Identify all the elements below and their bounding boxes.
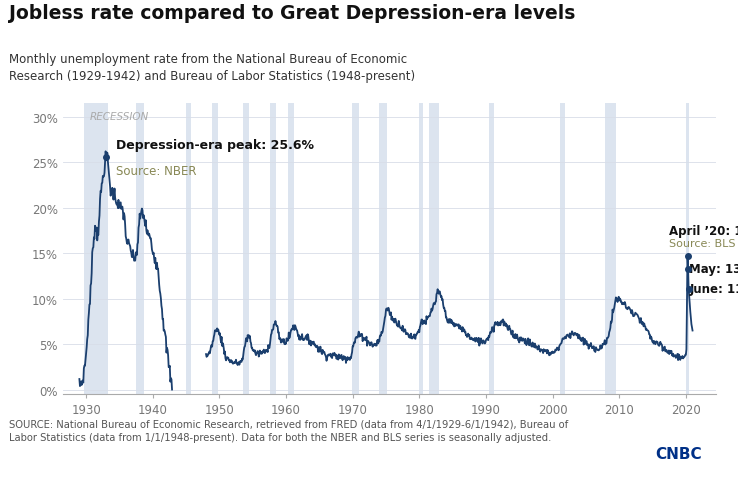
Text: Jobless rate compared to Great Depression-era levels: Jobless rate compared to Great Depressio… [9,4,575,23]
Bar [84,104,108,394]
Text: SOURCE: National Bureau of Economic Research, retrieved from FRED (data from 4/1: SOURCE: National Bureau of Economic Rese… [9,419,568,442]
Bar [352,104,359,394]
Bar [560,104,565,394]
Bar [379,104,387,394]
Text: Source: NBER: Source: NBER [116,165,196,178]
Text: Monthly unemployment rate from the National Bureau of Economic
Research (1929-19: Monthly unemployment rate from the Natio… [9,53,415,83]
Bar [605,104,616,394]
Bar [430,104,439,394]
Text: Source: BLS: Source: BLS [669,239,736,249]
Bar [186,104,191,394]
Bar [419,104,423,394]
Bar [136,104,144,394]
Bar [212,104,218,394]
Text: Depression-era peak: 25.6%: Depression-era peak: 25.6% [116,139,314,152]
Text: June: 11.1%: June: 11.1% [690,283,738,296]
Bar [288,104,294,394]
Text: April ’20: 14.7%: April ’20: 14.7% [669,225,738,238]
Bar [686,104,689,394]
Bar [243,104,249,394]
Bar [270,104,276,394]
Bar [489,104,494,394]
Text: CNBC: CNBC [655,446,703,461]
Text: May: 13.3%: May: 13.3% [689,263,738,276]
Text: RECESSION: RECESSION [89,112,148,122]
